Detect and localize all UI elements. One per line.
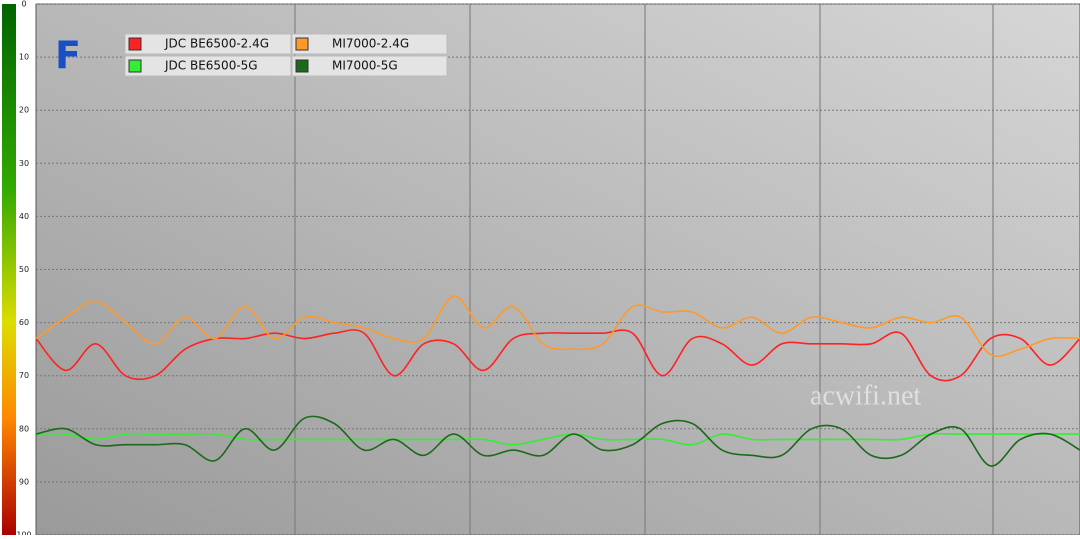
y-tick-label: 90 [19,477,29,486]
series-line [35,432,1080,446]
legend-box [124,55,292,77]
series-line [35,415,1080,467]
y-tick-label: 0 [21,0,26,9]
legend-box [124,33,292,55]
chart-title: F [55,34,81,78]
legend-label: JDC BE6500-5G [164,59,258,73]
legend-swatch [128,59,142,73]
legend-swatch [295,59,309,73]
legend-label: JDC BE6500-2.4G [164,37,269,51]
y-tick-label: 100 [16,531,31,536]
y-tick-label: 10 [19,53,29,62]
legend-box [291,33,448,55]
series-line [35,295,1080,358]
y-tick-label: 20 [19,106,29,115]
y-tick-label: 50 [19,265,29,274]
legend-swatch [128,37,142,51]
watermark: acwifi.net [810,380,921,411]
lines [35,295,1080,467]
color-scale [2,4,16,535]
y-tick-label: 40 [19,212,29,221]
legend-swatch [295,37,309,51]
legend: JDC BE6500-2.4G JDC BE6500-5G MI7000-2.4G M… [124,33,448,77]
legend-label: MI7000-2.4G [332,37,409,51]
y-tick-label: 80 [19,424,29,433]
y-tick-label: 70 [19,371,29,380]
y-tick-label: 30 [19,159,29,168]
legend-label: MI7000-5G [332,59,398,73]
y-tick-label: 60 [19,318,29,327]
legend-box [291,55,448,77]
